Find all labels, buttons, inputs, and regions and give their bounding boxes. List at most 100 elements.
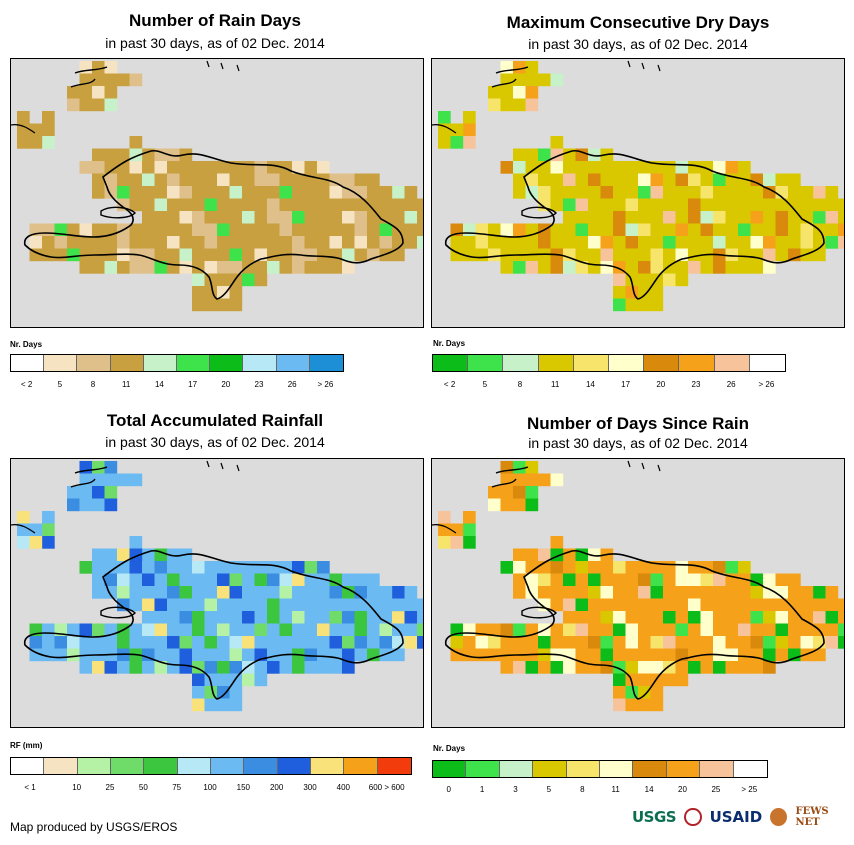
map-cell [463,523,476,537]
map-cell [254,223,268,237]
map-cell [217,223,230,237]
map-cell [192,611,205,624]
map-cell [788,186,801,199]
map-cell [179,161,193,174]
map-cell [600,236,614,249]
map-cell [304,611,318,624]
map-cell [713,661,726,674]
map-cell [575,198,589,212]
map-cell [104,86,118,99]
map-cell [788,223,801,237]
map-cell [725,186,739,199]
map-cell [638,261,651,274]
map-cell [475,648,489,662]
map-cell [292,198,305,212]
map-cell [54,248,68,262]
map-cell [500,636,514,649]
map-cell [254,623,268,637]
map-cell [79,486,93,499]
map-cell [17,111,30,124]
map-cell [700,186,714,199]
map-cell [217,173,230,187]
map-cell [575,236,589,249]
map-cell [675,623,689,637]
panel-subtitle: in past 30 days, as of 02 Dec. 2014 [528,435,748,451]
map-cell [513,498,526,512]
map-cell [738,186,751,199]
map-cell [67,236,80,249]
map-cell [192,636,205,649]
map-cell [688,598,701,612]
map-cell [750,573,764,587]
map-cell [800,623,814,637]
map-cell [838,623,844,637]
map-cell [838,236,844,249]
map-cell [625,198,639,212]
map-cell [292,598,305,612]
map-cell [663,636,676,649]
map-cell [725,236,739,249]
map-cell [254,573,268,587]
map-cell [613,611,626,624]
map-cell [750,173,764,187]
map-cell [463,248,476,262]
map-cell [267,261,280,274]
map-cell [675,211,689,224]
map-cell [763,186,776,199]
map-cell [154,561,168,574]
map-cell [204,248,218,262]
legend-swatch [633,761,667,777]
map-cell [104,661,118,674]
legend-swatch [679,355,715,371]
map-cell [167,186,180,199]
map-cell [167,648,180,662]
map-cell [129,623,143,637]
map-cell [242,673,255,687]
map-cell [763,636,776,649]
map-cell [813,198,826,212]
legend-tick-label: > 25 [741,785,758,794]
map-cell [254,261,268,274]
map-cell [713,586,726,599]
map-cell [167,261,180,274]
map-cell [204,648,218,662]
map-cell [675,223,689,237]
map-cell [513,236,526,249]
map-cell [317,648,330,662]
map-cell [104,173,118,187]
map-cell [575,648,589,662]
legend-tick-label: 5 [57,380,63,389]
map-cell [550,186,564,199]
map-cell [329,611,343,624]
map-cell [650,698,664,712]
map-cell [304,248,318,262]
map-cell [488,236,501,249]
map-cell [292,586,305,599]
map-cell [354,211,368,224]
map-cell [117,173,130,187]
map-cell [650,198,664,212]
legend-swatch [499,761,534,777]
legend-swatch [608,355,645,371]
map-cell [342,211,355,224]
map-cell [663,598,676,612]
map-cell [750,211,764,224]
map-cell [825,623,839,637]
map-cell [354,636,368,649]
map-cell [588,236,601,249]
map-cell [279,573,293,587]
map-cell [625,698,639,712]
map-cell [204,186,218,199]
map-cell [688,586,701,599]
map-cell [750,186,764,199]
map-cell [650,573,664,587]
map-cell [229,248,243,262]
map-cell [179,211,193,224]
map-cell [600,586,614,599]
map-cell [738,236,751,249]
map-cell [575,573,589,587]
map-cell [550,198,564,212]
map-cell [625,573,639,587]
map-cell [242,248,255,262]
map-cell [463,111,476,124]
